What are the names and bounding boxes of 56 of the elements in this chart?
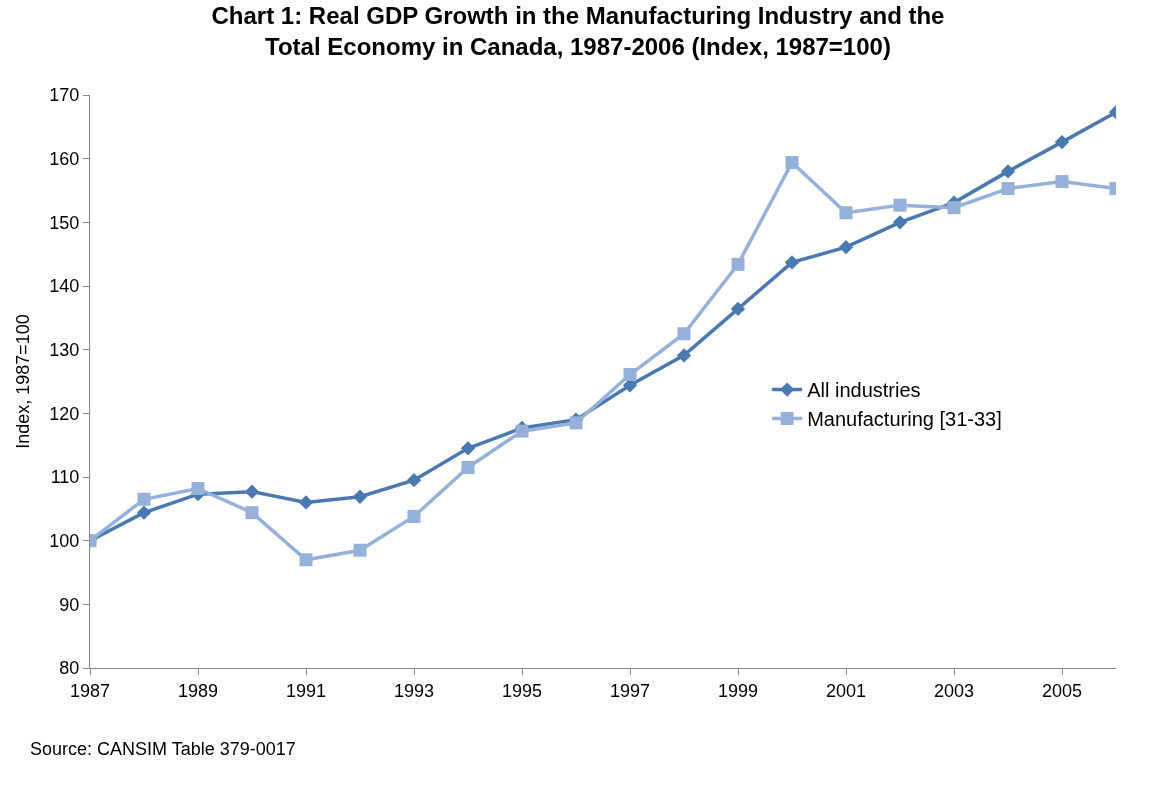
x-tick-label: 1993 — [393, 680, 435, 701]
legend-label: Manufacturing [31-33] — [807, 408, 1002, 431]
point — [784, 255, 800, 270]
point — [1055, 175, 1069, 189]
point — [244, 484, 260, 499]
point — [298, 495, 314, 510]
point — [731, 257, 745, 271]
point — [1000, 164, 1016, 179]
source-note: Source: CANSIM Table 379-0017 — [30, 739, 296, 759]
x-tick-label: 2005 — [1041, 680, 1083, 701]
point — [839, 206, 853, 220]
y-tick-label: 110 — [50, 467, 80, 488]
point — [406, 473, 422, 488]
y-tick-label: 170 — [49, 85, 80, 106]
y-tick-label: 80 — [59, 658, 80, 679]
point — [407, 509, 421, 523]
legend-label: All industries — [807, 379, 921, 402]
point — [676, 348, 692, 363]
point — [191, 481, 205, 495]
point — [1054, 134, 1070, 150]
point — [623, 368, 637, 381]
y-tick-label: 160 — [49, 148, 80, 169]
chart-title: Chart 1: Real GDP Growth in the Manufacturing Industry and the Total Economy in Canada, 1987-2006 (Index, 1987=100) — [211, 1, 945, 60]
y-axis-title: Index, 1987=100 — [12, 314, 33, 449]
point — [460, 441, 476, 456]
y-tick-label: 90 — [59, 594, 80, 615]
point — [461, 460, 475, 474]
point — [299, 553, 313, 567]
point — [892, 215, 908, 230]
x-tick-label: 1987 — [69, 680, 111, 701]
y-tick-label: 130 — [49, 339, 80, 360]
point — [730, 301, 746, 317]
point — [245, 506, 259, 520]
y-tick-label: 100 — [49, 530, 80, 551]
y-tick-label: 150 — [49, 212, 80, 233]
point — [353, 543, 367, 557]
x-tick-label: 1997 — [609, 680, 651, 701]
point — [785, 155, 799, 169]
x-tick-label: 1991 — [285, 680, 327, 701]
x-tick-label: 1999 — [717, 680, 759, 701]
point — [569, 416, 583, 430]
point — [515, 424, 529, 438]
point — [352, 489, 368, 504]
y-tick-label: 140 — [49, 276, 80, 297]
point — [1001, 182, 1015, 196]
x-tick-label: 2003 — [933, 680, 975, 701]
y-tick-label: 120 — [49, 403, 80, 424]
point — [677, 327, 691, 341]
x-tick-label: 1989 — [177, 680, 219, 701]
point — [947, 201, 961, 215]
x-tick-label: 1995 — [501, 680, 543, 701]
x-tick-label: 2001 — [825, 680, 867, 701]
point — [838, 240, 854, 255]
point — [893, 198, 907, 212]
point — [137, 492, 151, 506]
point — [136, 505, 152, 520]
